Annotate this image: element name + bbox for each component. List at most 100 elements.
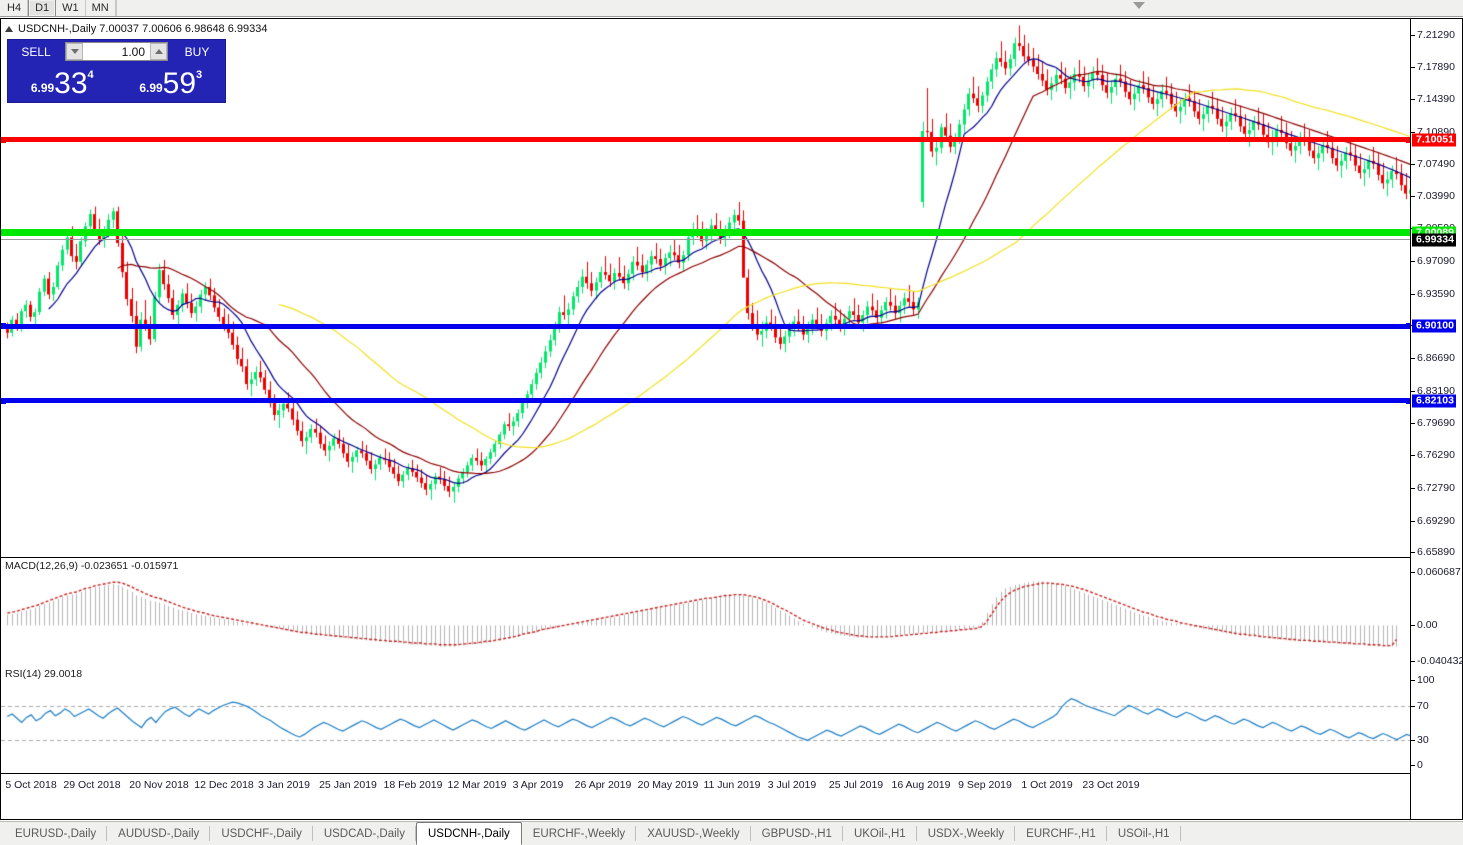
symbol-tab-usdxweekly[interactable]: USDX-,Weekly: [917, 822, 1016, 845]
date-tick: 16 Aug 2019: [891, 779, 951, 791]
symbol-header: USDCNH-,Daily 7.00037 7.00606 6.98648 6.…: [5, 23, 268, 35]
macd-axis-tick: 0.060687: [1411, 566, 1461, 578]
symbol-tab-usdcaddaily[interactable]: USDCAD-,Daily: [313, 822, 417, 845]
candlestick-canvas: [1, 19, 1411, 557]
support-line-green-handle[interactable]: [1406, 229, 1411, 236]
date-tick: 3 Jul 2019: [767, 779, 817, 791]
volume-increment-button[interactable]: [150, 43, 167, 60]
date-tick: 3 Apr 2019: [512, 779, 564, 791]
level-line-blue-lower-handle[interactable]: [1406, 397, 1411, 404]
macd-canvas: [1, 558, 1411, 665]
current-price-line[interactable]: [1, 239, 1411, 241]
timeframe-mn[interactable]: MN: [86, 0, 116, 16]
price-tick: 6.93590: [1411, 288, 1455, 300]
macd-pane[interactable]: MACD(12,26,9) -0.023651 -0.015971: [1, 558, 1411, 665]
triangle-up-icon[interactable]: [5, 26, 13, 32]
date-tick: 20 May 2019: [637, 779, 699, 791]
price-tick: 6.79690: [1411, 417, 1455, 429]
symbol-tab-usoilh1[interactable]: USOil-,H1: [1107, 822, 1181, 845]
chevron-down-icon: [70, 49, 79, 54]
level-line-blue-upper-handle[interactable]: [1, 323, 6, 330]
date-tick: 23 Oct 2019: [1082, 779, 1140, 791]
price-tick: 7.14390: [1411, 93, 1455, 105]
date-tick: 5 Oct 2018: [5, 779, 57, 791]
current-price-badge[interactable]: 6.99334: [1412, 233, 1456, 247]
level-line-blue-upper[interactable]: [1, 323, 1411, 329]
oct-quotes-row: 6.99 33 4 6.99 59 3: [8, 63, 225, 102]
timeframe-toolbar: H4 D1 W1 MN: [0, 0, 1463, 17]
level-blue-lower-badge[interactable]: 6.82103: [1412, 394, 1456, 408]
symbol-tab-gbpusdh1[interactable]: GBPUSD-,H1: [751, 822, 844, 845]
date-tick: 12 Dec 2018: [194, 779, 254, 791]
rsi-axis-tick: 0: [1411, 759, 1423, 771]
price-tick: 7.07490: [1411, 158, 1455, 170]
chart-area[interactable]: MACD(12,26,9) -0.023651 -0.015971 RSI(14…: [0, 18, 1463, 820]
price-tick: 6.69290: [1411, 515, 1455, 527]
date-tick: 25 Jul 2019: [828, 779, 884, 791]
date-tick: 3 Jan 2019: [258, 779, 310, 791]
timeframe-w1[interactable]: W1: [56, 0, 86, 16]
rsi-canvas: [1, 666, 1411, 773]
date-tick: 12 Mar 2019: [447, 779, 507, 791]
volume-decrement-button[interactable]: [66, 43, 83, 60]
chevron-up-icon: [154, 49, 163, 54]
resistance-price-badge[interactable]: 7.10051: [1412, 133, 1456, 147]
symbol-tab-xauusdweekly[interactable]: XAUUSD-,Weekly: [636, 822, 752, 845]
sell-price-prefix: 6.99: [30, 81, 55, 95]
symbol-tab-ukoilh1[interactable]: UKOil-,H1: [843, 822, 917, 845]
symbol-tab-eurusddaily[interactable]: EURUSD-,Daily: [4, 822, 108, 845]
date-tick: 1 Oct 2019: [1021, 779, 1073, 791]
buy-price-quote[interactable]: 6.99 59 3: [117, 63, 224, 101]
rsi-axis-tick: 70: [1411, 700, 1429, 712]
level-line-blue-lower[interactable]: [1, 398, 1411, 404]
resistance-line-red-handle[interactable]: [1, 136, 6, 143]
rsi-axis-tick: 30: [1411, 734, 1429, 746]
resistance-line-red[interactable]: [1, 137, 1411, 143]
timeframe-h4[interactable]: H4: [0, 0, 29, 16]
macd-axis-tick: 0.00: [1411, 619, 1437, 631]
volume-stepper[interactable]: 1.00: [65, 42, 168, 61]
buy-button[interactable]: BUY: [184, 44, 210, 59]
price-scale[interactable]: 7.21290 7.17890 7.14390 7.10890 7.07490 7.039…: [1410, 19, 1463, 819]
sell-button[interactable]: SELL: [21, 44, 51, 59]
price-tick: 6.86690: [1411, 352, 1455, 364]
level-line-blue-upper-handle[interactable]: [1406, 323, 1411, 330]
toolbar-empty-space: [115, 0, 1463, 16]
buy-price-prefix: 6.99: [139, 81, 163, 95]
level-blue-upper-badge[interactable]: 6.90100: [1412, 319, 1456, 333]
date-axis: 5 Oct 2018 29 Oct 2018 20 Nov 2018 12 Dec 2…: [1, 773, 1412, 819]
sell-price-big: 33: [54, 67, 88, 100]
price-tick: 6.97090: [1411, 255, 1455, 267]
date-tick: 26 Apr 2019: [574, 779, 632, 791]
level-line-blue-lower-handle[interactable]: [1, 397, 6, 404]
sell-price-fraction: 4: [87, 69, 94, 81]
volume-value[interactable]: 1.00: [121, 44, 145, 59]
symbol-tab-eurchfweekly[interactable]: EURCHF-,Weekly: [522, 822, 637, 845]
price-tick: 7.03990: [1411, 190, 1455, 202]
timeframe-d1[interactable]: D1: [28, 0, 57, 16]
oct-controls-row: SELL 1.00 BUY: [8, 40, 225, 63]
price-tick: 6.72790: [1411, 482, 1455, 494]
symbol-tab-usdcnhdaily[interactable]: USDCNH-,Daily: [415, 822, 522, 845]
price-tick: 6.65890: [1411, 546, 1455, 558]
symbol-tab-usdchfdaily[interactable]: USDCHF-,Daily: [210, 822, 313, 845]
price-pane[interactable]: [1, 19, 1411, 557]
date-tick: 29 Oct 2018: [63, 779, 121, 791]
price-tick: 6.83190: [1411, 385, 1455, 397]
date-tick: 11 Jun 2019: [703, 779, 761, 791]
sell-price-quote[interactable]: 6.99 33 4: [9, 63, 116, 101]
symbol-tab-audusddaily[interactable]: AUDUSD-,Daily: [107, 822, 211, 845]
price-tick: 6.76290: [1411, 449, 1455, 461]
support-line-green[interactable]: [1, 229, 1411, 237]
symbol-tab-strip[interactable]: EURUSD-,Daily AUDUSD-,Daily USDCHF-,Daily U…: [0, 821, 1463, 845]
symbol-tab-eurchfh1[interactable]: EURCHF-,H1: [1015, 822, 1107, 845]
resistance-line-red-handle[interactable]: [1406, 136, 1411, 143]
support-line-green-handle[interactable]: [1, 229, 6, 236]
buy-price-big: 59: [162, 67, 197, 100]
one-click-trading-panel[interactable]: SELL 1.00 BUY 6.99 33 4: [7, 39, 226, 103]
triangle-down-icon[interactable]: [1133, 2, 1145, 9]
rsi-pane[interactable]: RSI(14) 29.0018: [1, 666, 1411, 773]
buy-price-fraction: 3: [196, 69, 203, 81]
rsi-axis-tick: 100: [1411, 674, 1435, 686]
